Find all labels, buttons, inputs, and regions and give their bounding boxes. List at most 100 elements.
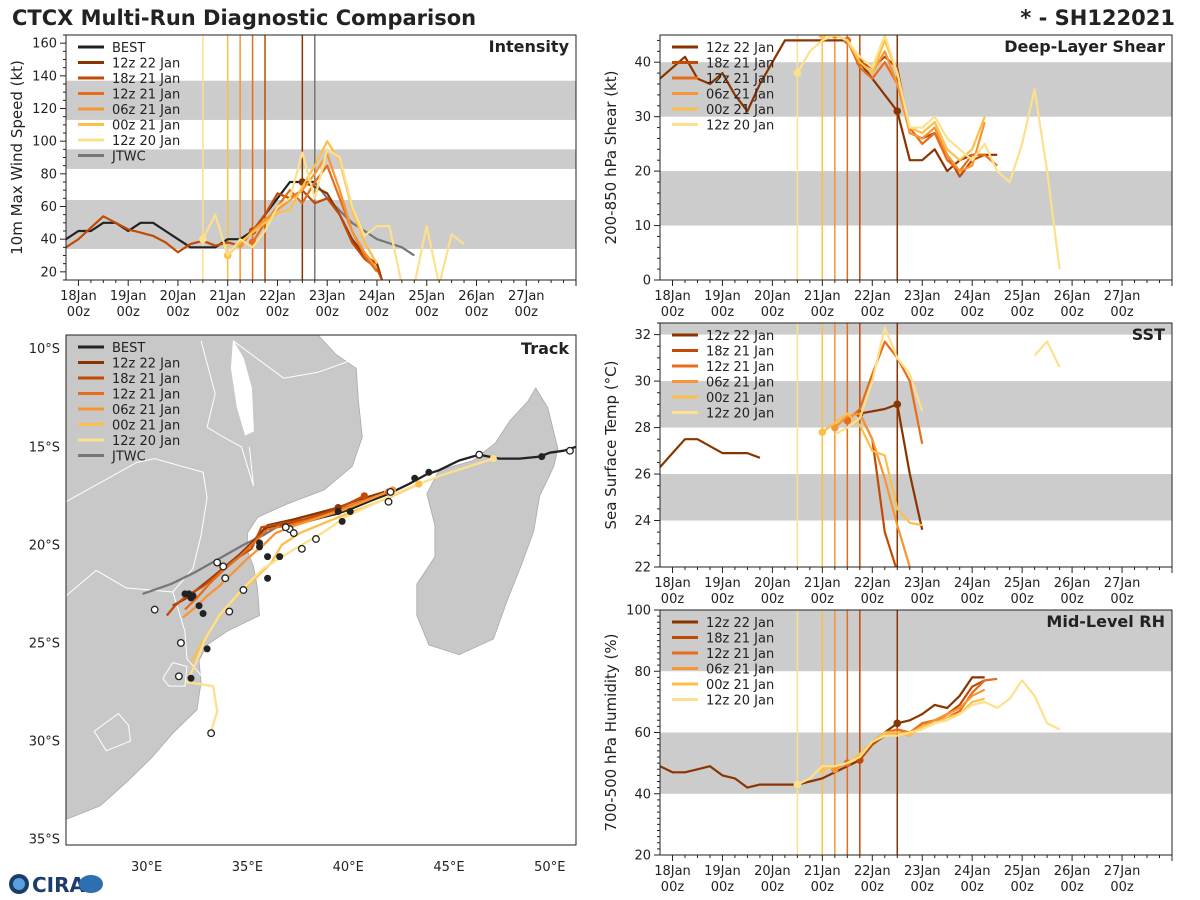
intensity-ylabel: 10m Max Wind Speed (kt) bbox=[8, 60, 26, 255]
sst-xtick-sub-26jan: 00z bbox=[1060, 592, 1084, 607]
intensity-legend-label-best: BEST bbox=[112, 41, 145, 56]
intensity-series-jtwc-1 bbox=[313, 181, 415, 257]
track-ytick-label-10: 10°S bbox=[29, 342, 60, 357]
sst-xtick-sub-24jan: 00z bbox=[961, 592, 985, 607]
rh-ytick-label-100: 100 bbox=[626, 604, 651, 619]
intensity-xtick-label-27jan: 27Jan bbox=[508, 289, 545, 304]
intensity-series-06z-21-jan-5 bbox=[239, 153, 378, 270]
sst-xtick-sub-21jan: 00z bbox=[811, 592, 835, 607]
shear-ytick-label-20: 20 bbox=[634, 165, 651, 180]
track-legend-label-12z-21-jan: 12z 21 Jan bbox=[112, 388, 180, 403]
track-xtick-label-45: 45°E bbox=[433, 860, 464, 875]
shear-legend-label-00z-21-jan: 00z 21 Jan bbox=[706, 103, 774, 118]
intensity-legend-label-06z-21-jan: 06z 21 Jan bbox=[112, 103, 180, 118]
shear-ylabel: 200-850 hPa Shear (kt) bbox=[602, 71, 620, 245]
rh-plot-area bbox=[660, 610, 1172, 855]
intensity-series-best-0 bbox=[66, 180, 315, 249]
track-dot-open bbox=[289, 529, 298, 538]
rh-marker-12z-20-jan-5 bbox=[793, 780, 802, 789]
track-frame bbox=[65, 334, 577, 846]
track-dot-open bbox=[384, 497, 393, 506]
sst-legend-label-18z-21-jan: 18z 21 Jan bbox=[706, 345, 774, 360]
shear-xtick-sub-27jan: 00z bbox=[1110, 305, 1134, 320]
rh-legend-label-18z-21-jan: 18z 21 Jan bbox=[706, 632, 774, 647]
track-dot-filled bbox=[338, 517, 346, 525]
shear-ytick-label-0: 0 bbox=[643, 274, 651, 289]
track-dot-filled bbox=[199, 610, 207, 618]
intensity-xtick-sub-23jan: 00z bbox=[316, 305, 340, 320]
intensity-ytick-label-100: 100 bbox=[32, 135, 57, 150]
rh-xtick-label-26jan: 26Jan bbox=[1054, 864, 1091, 879]
track-xtick-label-35: 35°E bbox=[232, 860, 263, 875]
shear-xtick-label-26jan: 26Jan bbox=[1054, 289, 1091, 304]
rh-xtick-label-20jan: 20Jan bbox=[754, 864, 791, 879]
sst-ytick-label-24: 24 bbox=[634, 514, 651, 529]
track-series-06z-21-jan-5 bbox=[182, 488, 394, 619]
rh-ylabel: 700-500 hPa Humidity (%) bbox=[602, 633, 620, 831]
sst-xtick-sub-20jan: 00z bbox=[761, 592, 785, 607]
rh-xtick-label-25jan: 25Jan bbox=[1004, 864, 1041, 879]
shear-xtick-sub-21jan: 00z bbox=[811, 305, 835, 320]
shear-series-12z-22-jan-0 bbox=[660, 39, 998, 173]
rh-xtick-sub-22jan: 00z bbox=[861, 880, 885, 895]
track-xtick-label-40: 40°E bbox=[333, 860, 364, 875]
intensity-xtick-sub-22jan: 00z bbox=[266, 305, 290, 320]
rh-xtick-sub-27jan: 00z bbox=[1110, 880, 1134, 895]
rh-band-0 bbox=[660, 732, 1172, 794]
rh-xtick-sub-25jan: 00z bbox=[1010, 880, 1034, 895]
sst-ytick-label-22: 22 bbox=[634, 561, 651, 576]
rh-series-12z-22-jan-0 bbox=[660, 676, 985, 789]
sst-ytick-label-28: 28 bbox=[634, 421, 651, 436]
shear-plot-area bbox=[660, 35, 1172, 280]
intensity-xtick-label-22jan: 22Jan bbox=[259, 289, 296, 304]
intensity-ytick-label-140: 140 bbox=[32, 69, 57, 84]
shear-xtick-label-22jan: 22Jan bbox=[854, 289, 891, 304]
border-line-2 bbox=[66, 569, 173, 597]
intensity-series-12z-20-jan-7 bbox=[201, 148, 465, 280]
track-dot-open bbox=[207, 729, 216, 738]
sst-xtick-label-20jan: 20Jan bbox=[754, 576, 791, 591]
rh-panel: 18Jan00z19Jan00z20Jan00z21Jan00z22Jan00z… bbox=[602, 604, 1173, 895]
intensity-xtick-label-23jan: 23Jan bbox=[309, 289, 346, 304]
sst-series-12z-22-jan-0 bbox=[660, 438, 761, 468]
track-dot-filled bbox=[187, 674, 195, 682]
track-dot-open bbox=[225, 607, 234, 616]
rh-title: Mid-Level RH bbox=[1046, 612, 1165, 631]
intensity-xtick-label-19jan: 19Jan bbox=[110, 289, 147, 304]
sst-legend-label-12z-22-jan: 12z 22 Jan bbox=[706, 329, 774, 344]
border-line-4 bbox=[162, 662, 188, 687]
figure-title: CTCX Multi-Run Diagnostic Comparison bbox=[12, 6, 476, 30]
intensity-legend-label-12z-21-jan: 12z 21 Jan bbox=[112, 88, 180, 103]
sst-xtick-label-25jan: 25Jan bbox=[1004, 576, 1041, 591]
sst-series-12z-20-jan-6 bbox=[834, 326, 924, 436]
track-dot-open bbox=[386, 487, 395, 496]
rh-ytick-label-40: 40 bbox=[634, 787, 651, 802]
shear-xtick-sub-25jan: 00z bbox=[1010, 305, 1034, 320]
rh-xtick-sub-20jan: 00z bbox=[761, 880, 785, 895]
track-plot-area bbox=[66, 335, 576, 820]
track-dot-open bbox=[566, 446, 574, 455]
intensity-ytick-label-120: 120 bbox=[32, 102, 57, 117]
shear-xtick-sub-26jan: 00z bbox=[1060, 305, 1084, 320]
rh-xtick-sub-24jan: 00z bbox=[961, 880, 985, 895]
track-dot-open bbox=[297, 544, 306, 553]
intensity-panel: 18Jan00z19Jan00z20Jan00z21Jan00z22Jan00z… bbox=[8, 34, 577, 320]
rh-xtick-label-18jan: 18Jan bbox=[654, 864, 691, 879]
track-xtick-label-30: 30°E bbox=[131, 860, 162, 875]
track-dot-open bbox=[281, 523, 290, 532]
track-series-jtwc-1 bbox=[142, 524, 281, 595]
border-line-1 bbox=[172, 591, 206, 681]
sst-frame bbox=[659, 322, 1173, 568]
intensity-ytick-label-160: 160 bbox=[32, 37, 57, 52]
intensity-legend-label-00z-21-jan: 00z 21 Jan bbox=[112, 119, 180, 134]
intensity-marker-12z-20-jan-7 bbox=[199, 235, 207, 243]
sst-series-12z-22-jan-1 bbox=[859, 403, 924, 531]
intensity-xtick-label-25jan: 25Jan bbox=[408, 289, 445, 304]
track-title: Track bbox=[521, 339, 569, 358]
track-legend-label-06z-21-jan: 06z 21 Jan bbox=[112, 403, 180, 418]
intensity-xtick-label-26jan: 26Jan bbox=[458, 289, 495, 304]
track-legend-label-18z-21-jan: 18z 21 Jan bbox=[112, 372, 180, 387]
rh-xtick-sub-23jan: 00z bbox=[911, 880, 935, 895]
intensity-ytick-label-60: 60 bbox=[40, 200, 57, 215]
rh-band-1 bbox=[660, 610, 1172, 672]
